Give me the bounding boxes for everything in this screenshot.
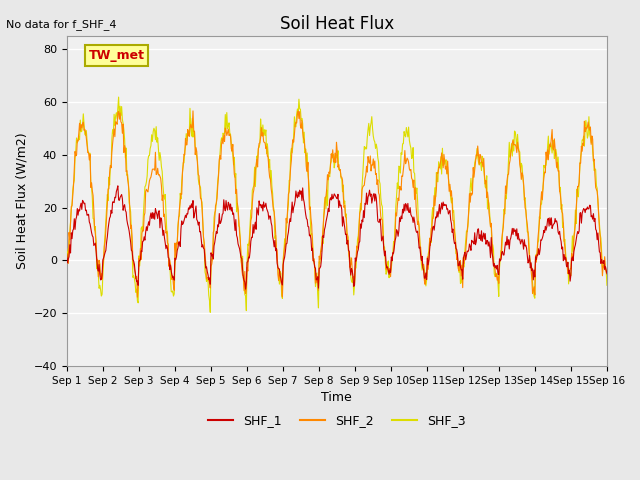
Text: No data for f_SHF_4: No data for f_SHF_4: [6, 19, 117, 30]
X-axis label: Time: Time: [321, 391, 352, 404]
Text: TW_met: TW_met: [88, 49, 145, 62]
Legend: SHF_1, SHF_2, SHF_3: SHF_1, SHF_2, SHF_3: [203, 409, 471, 432]
Y-axis label: Soil Heat Flux (W/m2): Soil Heat Flux (W/m2): [15, 132, 28, 269]
Title: Soil Heat Flux: Soil Heat Flux: [280, 15, 394, 33]
